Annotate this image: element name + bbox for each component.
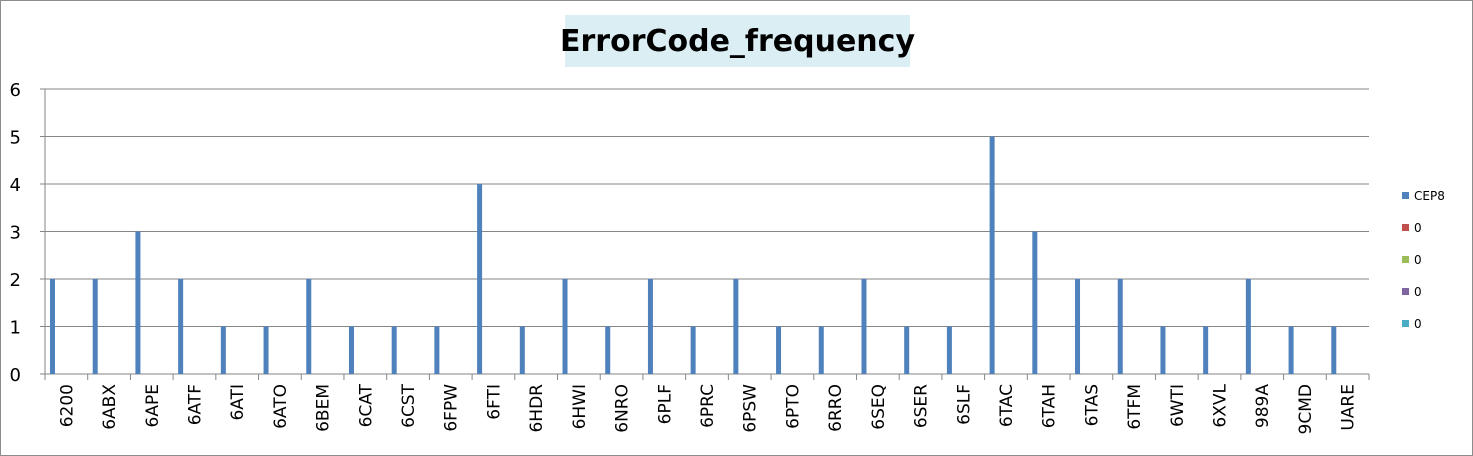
bar-CEP8-6ATF (178, 279, 184, 374)
bar-CEP8-6PSW (733, 279, 739, 374)
y-tick-label: 5 (10, 128, 21, 149)
bar-CEP8-6RRO (818, 326, 824, 374)
legend-swatch (1402, 256, 1409, 263)
y-tick-label: 2 (10, 270, 21, 291)
x-tick-label: 6BEM (314, 384, 334, 432)
bar-CEP8-6WTI (1160, 326, 1166, 374)
bar-CEP8-6ATI (220, 326, 226, 374)
bar-CEP8-UARE (1331, 326, 1337, 374)
bar-CEP8-6NRO (605, 326, 611, 374)
x-tick-label: 6HWI (570, 384, 590, 429)
bar-CEP8-6FPW (434, 326, 440, 374)
x-tick-label: 6ATF (185, 384, 205, 425)
bar-CEP8-6SER (904, 326, 910, 374)
y-tick-label: 3 (10, 223, 21, 244)
x-tick-label: 6HDR (527, 384, 547, 433)
x-tick-label: 6ABX (100, 384, 120, 430)
x-tick-label: 6NRO (613, 384, 633, 433)
bar-CEP8-6TAS (1075, 279, 1081, 374)
bar-CEP8-6APE (135, 231, 141, 374)
x-tick-label: 6SEQ (869, 384, 889, 430)
x-tick-label: 6PLF (655, 384, 675, 424)
axes (40, 88, 1370, 380)
x-tick-label: 6ATI (228, 384, 248, 421)
bar-CEP8-6BEM (306, 279, 312, 374)
bar-CEP8-6XVL (1203, 326, 1209, 374)
legend-swatch (1402, 288, 1409, 295)
bar-CEP8-6200 (50, 279, 55, 374)
legend-swatch (1402, 320, 1409, 327)
bar-CEP8-6TAH (1032, 231, 1038, 374)
x-tick-label: 6CAT (356, 383, 376, 427)
x-tick-label: 6TAC (997, 384, 1017, 427)
bar-CEP8-6CST (391, 326, 397, 374)
x-tick-label: 6FTI (484, 384, 504, 420)
bar-CEP8-6PLF (647, 279, 653, 374)
x-tick-label: 6ATO (271, 384, 291, 429)
legend-label: 0 (1414, 317, 1422, 331)
y-tick-label: 4 (10, 175, 21, 196)
x-tick-label: 6CST (399, 383, 419, 427)
bar-CEP8-6PRC (690, 326, 696, 374)
y-tick-label: 6 (10, 80, 21, 101)
y-tick-label: 1 (10, 318, 21, 339)
x-tick-label: 6TAH (1040, 384, 1060, 428)
bar-CEP8-6SEQ (861, 279, 867, 374)
x-tick-label: 6TAS (1082, 384, 1102, 426)
x-tick-label: 6PRC (698, 384, 718, 428)
bar-CEP8-9CMD (1288, 326, 1294, 374)
chart-title: ErrorCode_frequency (560, 15, 915, 67)
x-tick-label: 6SER (912, 384, 932, 428)
x-tick-label: 6200 (57, 384, 77, 427)
bar-CEP8-6ABX (92, 279, 98, 374)
gridlines (45, 88, 1369, 327)
x-tick-label: 6SLF (954, 384, 974, 425)
x-tick-label: 6RRO (826, 384, 846, 432)
x-tick-label: 6XVL (1211, 383, 1231, 427)
x-tick-label: 6APE (143, 384, 163, 427)
legend-swatch (1402, 224, 1409, 231)
bar-CEP8-6CAT (348, 326, 354, 374)
bar-CEP8-6TAC (989, 136, 995, 374)
legend-label: 0 (1414, 253, 1422, 267)
legend-label: 0 (1414, 285, 1422, 299)
legend-label: CEP8 (1414, 189, 1445, 203)
legend-swatch (1402, 192, 1409, 199)
x-tick-label: 6TFM (1125, 384, 1145, 430)
bar-CEP8-989A (1245, 279, 1251, 374)
bar-CEP8-6HDR (519, 326, 525, 374)
x-tick-labels: 6200 6ABX 6APE 6ATF 6ATI 6ATO 6BEM 6CAT 6CST 6FPW… (57, 383, 1358, 434)
x-tick-label: 6PTO (783, 384, 803, 429)
bar-CEP8-6ATO (263, 326, 269, 374)
y-tick-labels: 0 1 2 3 4 5 6 (10, 80, 21, 386)
x-tick-label: 6WTI (1168, 384, 1188, 427)
x-tick-label: UARE (1339, 384, 1359, 431)
bars (50, 136, 1337, 374)
x-tick-label: 9CMD (1296, 384, 1316, 434)
bar-CEP8-6TFM (1117, 279, 1123, 374)
x-tick-label: 989A (1253, 384, 1273, 428)
bar-CEP8-6FTI (477, 184, 483, 374)
bar-CEP8-6PTO (776, 326, 782, 374)
legend-label: 0 (1414, 221, 1422, 235)
x-tick-label: 6PSW (741, 384, 761, 433)
legend: CEP8 0 0 0 0 (1402, 189, 1445, 331)
bar-CEP8-6HWI (562, 279, 568, 374)
y-tick-label: 0 (10, 365, 21, 386)
x-tick-label: 6FPW (442, 384, 462, 432)
bar-CEP8-6SLF (946, 326, 952, 374)
